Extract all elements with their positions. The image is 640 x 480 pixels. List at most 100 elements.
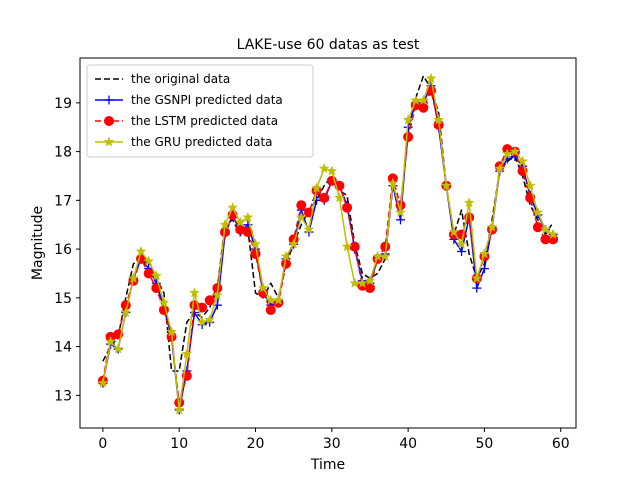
legend-label: the GRU predicted data [131,135,273,149]
y-tick-label: 17 [54,193,72,209]
data-point [501,148,513,159]
data-point [181,348,193,359]
data-point [418,102,429,113]
plot-frame [79,57,577,429]
data-point [135,245,147,257]
data-point [479,264,489,274]
data-point [448,226,460,237]
data-point [356,277,368,288]
data-point [364,275,376,286]
data-point [143,255,155,266]
x-tick-label: 60 [552,436,570,452]
data-point [532,222,543,233]
data-point [204,295,215,306]
x-axis-label: Time [310,457,345,473]
data-point [387,177,399,188]
data-point [433,114,445,125]
data-point [303,223,315,235]
data-point [342,202,353,213]
data-point [257,282,269,293]
y-axis-label: Magnitude [30,206,46,280]
y-tick-label: 15 [54,291,72,307]
data-point [471,272,483,283]
data-point [456,238,467,249]
data-point [379,250,391,262]
data-point [463,197,475,208]
data-point [250,238,261,249]
axis-ticks: 0 10 20 30 40 50 60 13 14 15 16 17 18 19 [54,96,569,452]
data-point [457,247,467,257]
data-point [524,180,536,191]
data-point [296,200,307,211]
y-tick-label: 13 [54,388,72,404]
data-point [265,305,276,316]
data-point [532,206,544,218]
data-point [440,180,452,191]
data-point [242,211,254,223]
data-point [105,336,116,347]
data-point [97,377,109,388]
data-point [112,343,124,354]
y-tick-label: 14 [54,340,72,356]
data-point [288,238,300,249]
y-tick-label: 16 [54,242,72,258]
data-point [250,248,261,259]
data-point [395,215,405,225]
data-point [402,114,414,125]
legend-item: the GSNPI predicted data [95,93,283,107]
data-point [494,162,506,174]
data-point [189,287,200,298]
data-point [341,240,353,252]
data-point [204,314,216,325]
data-point [280,250,292,262]
data-point [517,155,529,166]
data-point [319,192,330,203]
data-point [349,241,360,252]
data-point [326,165,338,176]
data-point [334,192,345,203]
data-point [509,145,521,157]
data-point [173,404,185,415]
data-point [158,297,170,308]
data-point [166,326,177,337]
data-point [417,94,429,106]
x-tick-label: 30 [323,436,341,452]
data-point [150,270,162,281]
x-tick-label: 50 [476,436,494,452]
x-tick-label: 10 [170,436,188,452]
legend-box [86,64,314,158]
data-point [120,306,132,318]
legend-item: the GRU predicted data [95,135,273,149]
legend-label: the LSTM predicted data [131,114,278,128]
x-tick-label: 20 [247,436,265,452]
series-layer [97,72,559,415]
legend-label: the GSNPI predicted data [131,93,283,107]
legend-marker [104,95,114,105]
legend-label: the original data [131,72,230,86]
x-tick-label: 40 [399,436,417,452]
data-point [318,162,330,174]
data-point [227,201,239,213]
data-point [219,219,231,230]
legend: the original data the GSNPI predicted dat… [86,64,314,158]
data-point [479,248,490,259]
data-point [211,289,223,301]
data-point [311,182,322,193]
chart-title: LAKE-use 60 datas as test [237,37,420,53]
data-point [547,228,559,240]
data-point [196,316,208,327]
data-point [456,229,467,240]
data-point [486,221,498,232]
y-tick-label: 18 [54,145,72,161]
data-point [234,216,246,227]
data-point [127,272,139,283]
data-point [143,268,154,279]
series-4 [97,72,559,415]
data-point [540,223,551,235]
data-point [403,131,414,142]
y-tick-label: 19 [54,96,72,112]
legend-marker [103,136,115,147]
legend-item: the LSTM predicted data [95,114,278,128]
x-tick-label: 0 [98,436,107,452]
